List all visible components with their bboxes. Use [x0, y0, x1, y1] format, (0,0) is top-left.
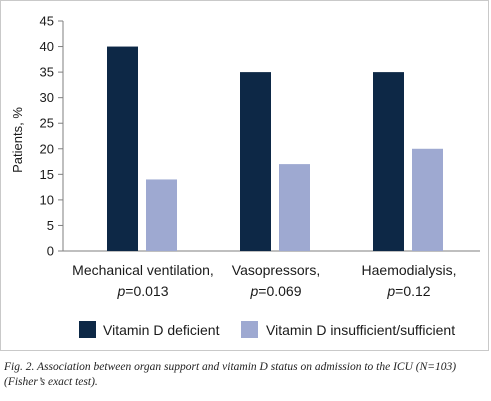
- bar-deficient-1: [107, 46, 138, 251]
- bar-insufficient-sufficient-3: [412, 148, 443, 251]
- y-tick-label: 15: [40, 167, 54, 182]
- p-value: =0.12: [395, 283, 431, 299]
- y-tick-label: 5: [47, 218, 54, 233]
- category-label: Mechanical ventilation,: [72, 262, 214, 278]
- p-symbol: p: [116, 283, 125, 299]
- legend: Vitamin D deficient Vitamin D insufficien…: [79, 321, 455, 338]
- p-value: =0.069: [258, 283, 301, 299]
- bar-chart: 0 5 10 15 20 25 30 35 40 45 Mechanical ventilatio…: [10, 14, 480, 338]
- legend-label: Vitamin D insufficient/sufficient: [266, 322, 455, 338]
- y-tick-label: 20: [40, 141, 54, 156]
- y-tick-label: 30: [40, 90, 54, 105]
- category-p-value: p=0.12: [386, 283, 430, 299]
- bars: [107, 46, 443, 251]
- y-tick-label: 10: [40, 192, 54, 207]
- category-label: Haemodialysis,: [362, 262, 457, 278]
- y-tick-label: 40: [40, 39, 54, 54]
- figure-frame: [0, 0, 489, 351]
- x-axis-labels: Mechanical ventilation,p=0.013Vasopresso…: [72, 262, 456, 299]
- y-axis: 0 5 10 15 20 25 30 35 40 45: [40, 14, 480, 259]
- p-value: =0.013: [125, 283, 168, 299]
- legend-swatch: [79, 321, 96, 338]
- bar-insufficient-sufficient-1: [146, 179, 177, 251]
- p-symbol: p: [249, 283, 258, 299]
- category-p-value: p=0.013: [116, 283, 168, 299]
- bar-deficient-3: [373, 72, 404, 251]
- legend-swatch: [241, 321, 258, 338]
- category-label: Vasopressors,: [232, 262, 320, 278]
- bar-insufficient-sufficient-2: [279, 164, 310, 251]
- y-tick-label: 35: [40, 65, 54, 80]
- bar-deficient-2: [240, 72, 271, 251]
- legend-label: Vitamin D deficient: [103, 322, 220, 338]
- category-p-value: p=0.069: [249, 283, 301, 299]
- figure-caption: Fig. 2. Association between organ suppor…: [4, 361, 457, 388]
- y-axis-label: Patients, %: [10, 107, 25, 173]
- y-tick-label: 0: [47, 244, 54, 259]
- y-tick-label: 25: [40, 116, 54, 131]
- p-symbol: p: [386, 283, 395, 299]
- y-tick-label: 45: [40, 14, 54, 29]
